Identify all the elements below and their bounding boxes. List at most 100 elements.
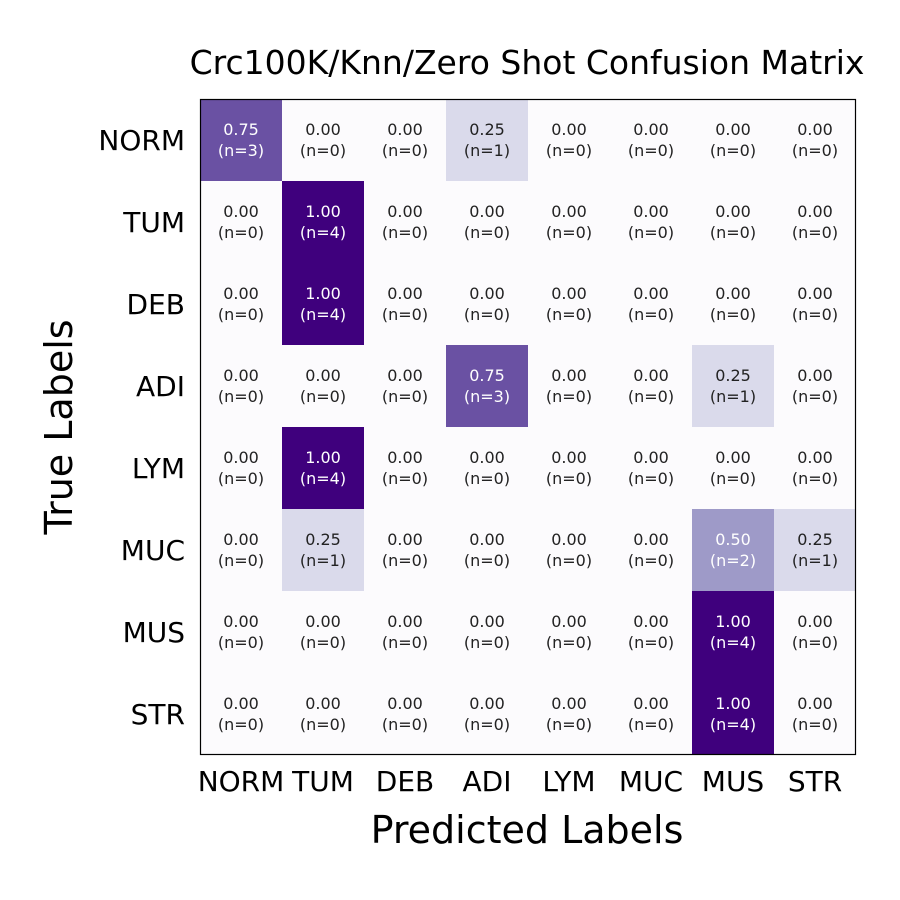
heatmap-cell: [692, 345, 774, 427]
heatmap-cell: [282, 263, 364, 345]
cell-value-label: 0.00: [715, 448, 751, 467]
heatmap-cell: [364, 509, 446, 591]
cell-count-label: (n=0): [628, 223, 674, 242]
cell-count-label: (n=0): [628, 715, 674, 734]
heatmap-cell: [528, 673, 610, 755]
heatmap-cell: [446, 591, 528, 673]
cell-count-label: (n=0): [792, 305, 838, 324]
cell-value-label: 0.00: [223, 284, 259, 303]
cell-value-label: 0.00: [551, 366, 587, 385]
cell-count-label: (n=0): [546, 633, 592, 652]
cell-value-label: 0.00: [797, 448, 833, 467]
cell-count-label: (n=0): [382, 141, 428, 160]
heatmap-cell: [282, 345, 364, 427]
heatmap-cell: [282, 673, 364, 755]
cell-count-label: (n=0): [300, 387, 346, 406]
cell-count-label: (n=0): [300, 715, 346, 734]
cell-count-label: (n=0): [464, 633, 510, 652]
y-tick-labels: NORM TUM DEB ADI LYM MUC MUS STR: [98, 124, 185, 731]
cell-value-label: 0.00: [223, 694, 259, 713]
heatmap-cell: [610, 591, 692, 673]
cell-count-label: (n=2): [710, 551, 756, 570]
cell-value-label: 0.00: [387, 530, 423, 549]
heatmap-cell: [774, 99, 856, 181]
cell-count-label: (n=4): [300, 223, 346, 242]
heatmap-cell: [364, 345, 446, 427]
heatmap-cell: [364, 591, 446, 673]
heatmap-cell: [446, 99, 528, 181]
cell-value-label: 0.00: [469, 530, 505, 549]
cell-count-label: (n=3): [464, 387, 510, 406]
cell-count-label: (n=0): [792, 633, 838, 652]
cell-value-label: 0.00: [551, 448, 587, 467]
cell-value-label: 0.00: [633, 448, 669, 467]
heatmap-cell: [282, 591, 364, 673]
cell-count-label: (n=0): [218, 223, 264, 242]
heatmap-cell: [200, 181, 282, 263]
cell-value-label: 0.00: [633, 694, 669, 713]
cell-value-label: 1.00: [305, 448, 341, 467]
heatmap-cell: [774, 345, 856, 427]
heatmap-cell: [200, 591, 282, 673]
cell-value-label: 0.00: [469, 612, 505, 631]
heatmap-cell: [364, 673, 446, 755]
cell-value-label: 0.00: [797, 612, 833, 631]
cell-value-label: 0.00: [551, 530, 587, 549]
heatmap-cell: [446, 345, 528, 427]
cell-value-label: 0.00: [469, 694, 505, 713]
heatmap-cell: [282, 99, 364, 181]
y-tick-label: LYM: [132, 452, 185, 485]
cell-count-label: (n=0): [792, 223, 838, 242]
cell-count-label: (n=0): [464, 223, 510, 242]
cell-value-label: 0.00: [797, 202, 833, 221]
heatmap-cell: [446, 263, 528, 345]
heatmap-cell: [200, 263, 282, 345]
cell-value-label: 0.00: [387, 366, 423, 385]
cell-count-label: (n=0): [382, 715, 428, 734]
cell-count-label: (n=0): [546, 141, 592, 160]
heatmap-cell: [774, 263, 856, 345]
heatmap-cell: [364, 427, 446, 509]
cell-value-label: 0.50: [715, 530, 751, 549]
cell-value-label: 0.00: [633, 120, 669, 139]
heatmap-cell: [774, 509, 856, 591]
cell-count-label: (n=0): [710, 223, 756, 242]
cell-value-label: 0.25: [715, 366, 751, 385]
cell-value-label: 0.00: [387, 202, 423, 221]
y-tick-label: NORM: [98, 124, 185, 157]
y-tick-label: DEB: [127, 288, 185, 321]
x-tick-labels: NORM TUM DEB ADI LYM MUC MUS STR: [198, 765, 842, 798]
plot-frame: [199, 98, 857, 756]
x-tick-label: NORM: [198, 765, 285, 798]
heatmap-cell: [364, 263, 446, 345]
heatmap-cell: [200, 99, 282, 181]
cell-count-label: (n=0): [382, 305, 428, 324]
heatmap-cell: [692, 509, 774, 591]
cell-value-label: 0.00: [223, 202, 259, 221]
cell-value-label: 0.00: [551, 202, 587, 221]
heatmap-cell: [692, 99, 774, 181]
cell-count-label: (n=0): [546, 305, 592, 324]
cell-value-label: 0.00: [551, 612, 587, 631]
cell-value-label: 0.00: [633, 530, 669, 549]
heatmap-cell: [364, 181, 446, 263]
y-tick-label: MUC: [121, 534, 185, 567]
cell-count-label: (n=0): [464, 715, 510, 734]
cell-value-label: 0.00: [387, 120, 423, 139]
x-tick-label: MUS: [702, 765, 764, 798]
cell-value-label: 0.00: [387, 612, 423, 631]
cell-count-label: (n=4): [300, 469, 346, 488]
cell-count-label: (n=0): [792, 387, 838, 406]
heatmap-cell: [774, 427, 856, 509]
cell-count-label: (n=0): [218, 387, 264, 406]
cell-count-label: (n=0): [710, 141, 756, 160]
cell-count-label: (n=0): [218, 305, 264, 324]
cell-value-label: 0.00: [633, 366, 669, 385]
cell-count-label: (n=0): [628, 633, 674, 652]
cell-count-label: (n=0): [546, 223, 592, 242]
heatmap-cell: [528, 99, 610, 181]
x-axis-label: Predicted Labels: [371, 808, 684, 852]
cell-value-label: 0.00: [223, 366, 259, 385]
x-tick-label: TUM: [291, 765, 354, 798]
cell-count-label: (n=4): [710, 633, 756, 652]
